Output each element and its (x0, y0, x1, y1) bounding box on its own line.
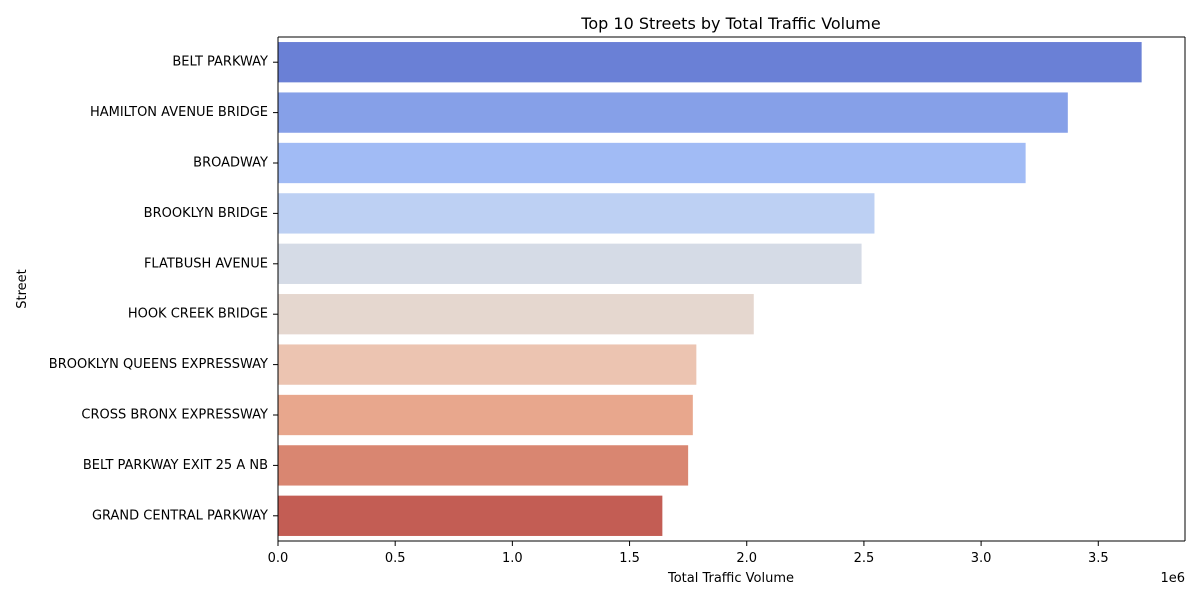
bar-0 (278, 42, 1142, 83)
x-axis-ticks: 0.0 0.5 1.0 1.5 2.0 2.5 3.0 3.5 (268, 541, 1109, 566)
x-tick-label: 1.5 (619, 551, 640, 566)
y-tick-label: BROADWAY (193, 156, 268, 171)
y-tick-label: GRAND CENTRAL PARKWAY (92, 508, 268, 523)
y-tick-label: BROOKLYN QUEENS EXPRESSWAY (49, 357, 268, 372)
bars-layer (278, 42, 1142, 536)
bar-4 (278, 243, 862, 284)
y-tick-label: HAMILTON AVENUE BRIDGE (90, 105, 268, 120)
x-tick-label: 1.0 (502, 551, 523, 566)
x-tick-label: 0.0 (268, 551, 289, 566)
y-tick-label: BELT PARKWAY EXIT 25 A NB (83, 458, 268, 473)
y-tick-label: BELT PARKWAY (172, 55, 268, 70)
x-axis-label: Total Traffic Volume (667, 571, 794, 586)
x-tick-label: 3.0 (971, 551, 992, 566)
bar-5 (278, 294, 754, 335)
chart-title: Top 10 Streets by Total Traffic Volume (580, 14, 880, 33)
y-tick-label: CROSS BRONX EXPRESSWAY (81, 408, 268, 423)
y-tick-label: BROOKLYN BRIDGE (144, 206, 268, 221)
bar-7 (278, 394, 693, 436)
x-tick-label: 0.5 (385, 551, 406, 566)
y-tick-label: HOOK CREEK BRIDGE (128, 307, 268, 322)
y-axis-label: Street (15, 269, 30, 309)
y-tick-label: FLATBUSH AVENUE (144, 256, 268, 271)
x-tick-label: 2.0 (736, 551, 757, 566)
bar-8 (278, 445, 689, 486)
x-tick-label: 2.5 (854, 551, 875, 566)
bar-2 (278, 142, 1026, 184)
y-axis-ticks: BELT PARKWAY HAMILTON AVENUE BRIDGE BROADW… (49, 55, 278, 523)
bar-6 (278, 344, 697, 385)
bar-3 (278, 193, 875, 234)
bar-9 (278, 495, 663, 536)
bar-1 (278, 92, 1068, 133)
x-tick-label: 3.5 (1088, 551, 1109, 566)
x-axis-scale-label: 1e6 (1160, 571, 1185, 586)
